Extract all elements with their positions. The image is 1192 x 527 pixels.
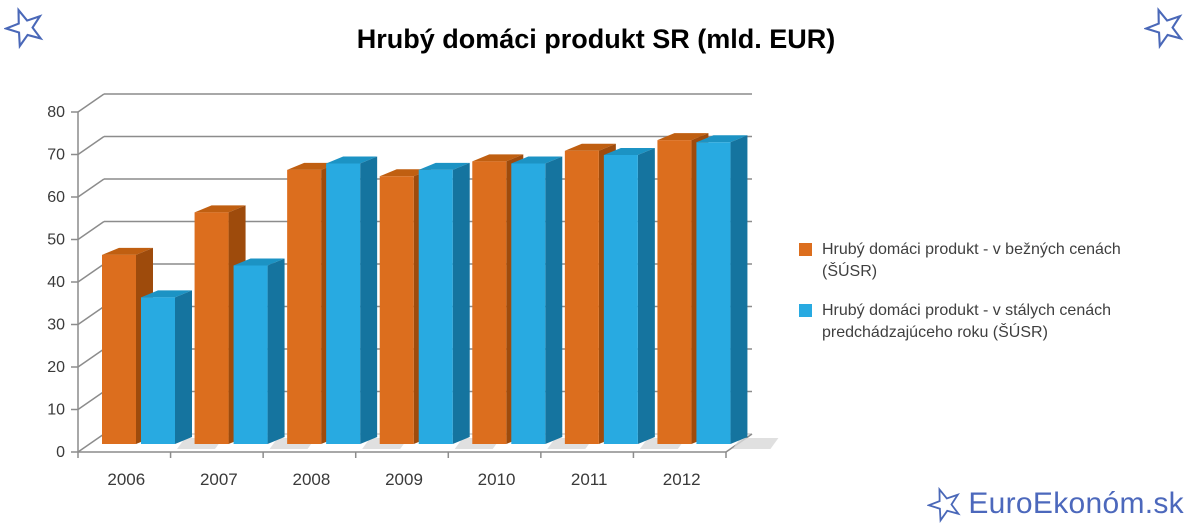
watermark: EuroEkonóm.sk [927,485,1184,523]
y-tick-label: 40 [47,274,65,291]
gridline-diagonal [77,178,105,198]
y-tick-label: 80 [47,104,65,121]
x-tick-label: 2010 [478,470,516,489]
y-tick-label: 70 [47,147,65,164]
x-tick-label: 2008 [293,470,331,489]
gridline-diagonal [77,348,105,368]
gridline-diagonal [77,93,105,113]
gridline-diagonal [77,305,105,326]
y-tick-label: 50 [47,232,65,249]
bar-2008-series1 [287,169,322,444]
bar-2009-series2-side [452,162,470,444]
bar-2011-series2-side [637,148,655,444]
chart-legend: Hrubý domáci produkt - v bežných cenách … [799,239,1189,361]
gridline-diagonal [77,263,105,283]
y-tick-label: 60 [47,189,65,206]
bar-2010-series2-side [545,156,563,444]
bar-2007-series1 [194,212,229,444]
legend-item: Hrubý domáci produkt - v bežných cenách … [799,239,1189,283]
gridline-diagonal [77,135,105,156]
bar-2006-series2 [141,297,175,444]
page-title: Hrubý domáci produkt SR (mld. EUR) [356,24,836,54]
gridline-diagonal [77,220,105,241]
legend-item: Hrubý domáci produkt - v stálych cenách … [799,300,1189,344]
bar-2009-series1 [379,176,414,444]
bar-2012-series1 [657,140,692,444]
x-tick-label: 2012 [663,470,701,489]
bar-2012-series2 [696,142,731,444]
bar-2012-series2-side [730,135,748,444]
gridline-diagonal [77,390,105,411]
bar-2011-series1 [564,150,599,444]
star-icon [1144,7,1184,50]
bar-2011-series2 [603,155,638,444]
bar-2007-series2-side [267,258,285,444]
bar-2006-series2-side [175,290,192,444]
x-tick-label: 2006 [107,470,145,489]
y-tick-label: 0 [56,444,65,461]
bar-2007-series2 [233,265,268,444]
x-tick-label: 2009 [385,470,423,489]
y-tick-label: 20 [47,359,65,376]
bar-shadow [732,438,779,449]
star-icon [927,486,962,523]
legend-label: Hrubý domáci produkt - v stálych cenách … [822,302,1112,341]
x-tick-label: 2007 [200,470,238,489]
legend-marker-icon [799,304,812,317]
bar-2008-series2-side [360,156,378,444]
bar-2006-series1 [102,254,136,444]
bar-2010-series2 [511,163,546,444]
watermark-text: EuroEkonóm.sk [968,487,1184,520]
star-icon [4,7,44,50]
bar-2008-series2 [326,163,361,444]
y-tick-label: 30 [47,317,65,334]
bar-2010-series1 [472,161,507,444]
legend-marker-icon [799,243,812,256]
y-tick-label: 10 [47,402,65,419]
bar-2009-series2 [418,169,453,444]
gridline-diagonal [77,433,105,453]
x-tick-label: 2011 [571,470,608,489]
legend-label: Hrubý domáci produkt - v bežných cenách … [822,241,1121,280]
